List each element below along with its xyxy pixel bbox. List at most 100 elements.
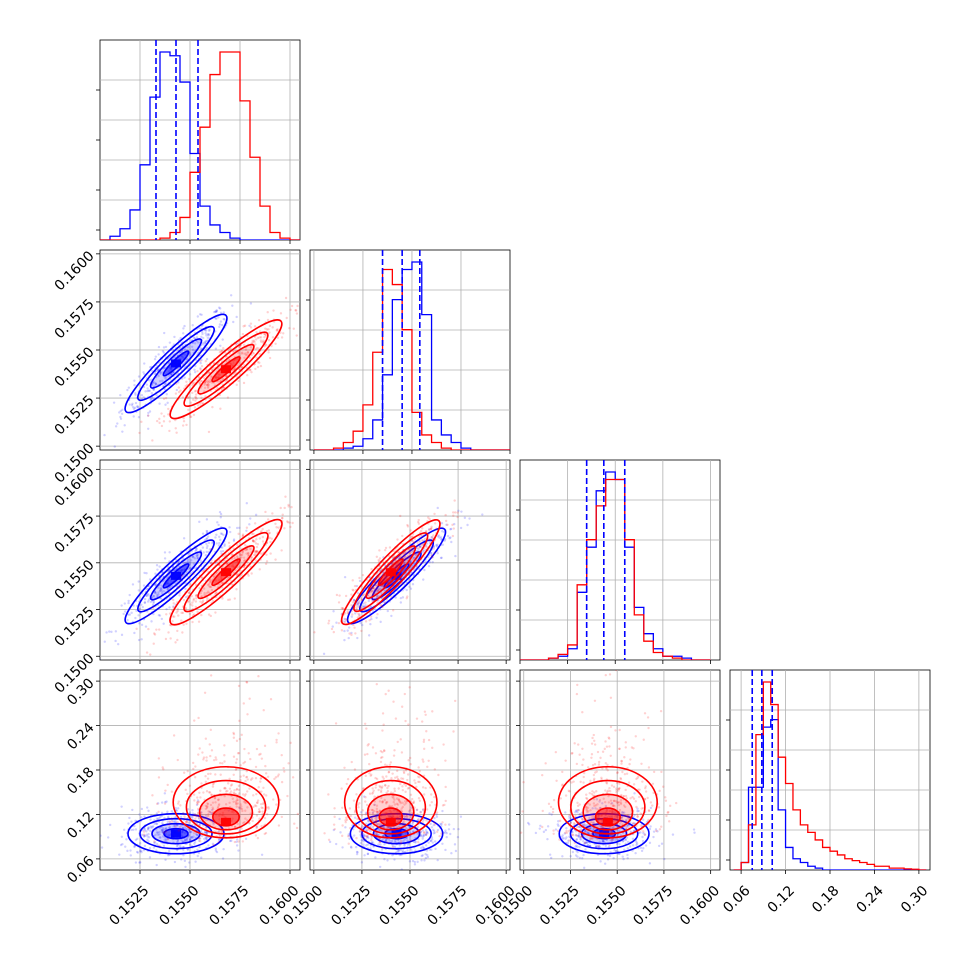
scatter-point-blue	[245, 529, 248, 533]
scatter-point-red	[231, 797, 235, 800]
scatter-point-red	[267, 328, 270, 331]
scatter-point-blue	[215, 542, 218, 545]
scatter-point-red	[233, 556, 236, 560]
scatter-point-red	[217, 804, 220, 807]
scatter-point-red	[396, 834, 399, 837]
scatter-point-red	[267, 339, 271, 342]
scatter-point-blue	[421, 845, 424, 849]
scatter-point-red	[142, 830, 146, 833]
scatter-point-blue	[142, 371, 145, 374]
scatter-point-red	[155, 419, 159, 423]
scatter-point-red	[276, 775, 280, 778]
scatter-point-red	[422, 747, 426, 751]
scatter-point-blue	[147, 836, 151, 839]
scatter-point-red	[337, 601, 341, 604]
scatter-point-blue	[440, 556, 443, 559]
scatter-point-red	[261, 340, 265, 344]
scatter-point-red	[248, 697, 251, 700]
scatter-point-red	[168, 623, 172, 627]
scatter-point-red	[274, 776, 278, 779]
scatter-point-red	[194, 594, 198, 598]
scatter-point-red	[456, 511, 459, 514]
scatter-point-red	[364, 601, 367, 604]
scatter-point-blue	[164, 377, 167, 380]
scatter-point-red	[239, 775, 242, 778]
scatter-point-red	[408, 686, 411, 689]
scatter-point-blue	[598, 840, 601, 843]
scatter-point-blue	[108, 630, 111, 633]
scatter-point-red	[429, 786, 432, 789]
scatter-point-red	[398, 800, 401, 803]
scatter-point-blue	[185, 839, 188, 842]
scatter-point-red	[420, 561, 424, 564]
density-peak-red	[221, 365, 231, 374]
scatter-point-blue	[105, 631, 108, 634]
scatter-point-blue	[371, 811, 375, 814]
scatter-point-red	[277, 526, 280, 529]
scatter-point-red	[177, 614, 180, 617]
scatter-point-red	[280, 753, 283, 757]
scatter-point-blue	[145, 572, 148, 575]
scatter-point-red	[182, 598, 186, 602]
scatter-point-red	[160, 412, 163, 415]
scatter-point-blue	[137, 614, 140, 617]
scatter-point-blue	[625, 818, 628, 822]
scatter-point-blue	[161, 571, 164, 574]
scatter-point-red	[294, 309, 298, 312]
scatter-point-red	[407, 577, 411, 581]
scatter-point-blue	[163, 838, 166, 841]
scatter-point-red	[236, 543, 239, 547]
scatter-point-blue	[163, 551, 167, 554]
scatter-point-red	[371, 792, 374, 795]
scatter-point-blue	[159, 380, 162, 383]
scatter-point-blue	[436, 858, 439, 862]
y-tick-label: 0.1575	[52, 296, 98, 342]
scatter-point-red	[241, 551, 244, 554]
scatter-point-red	[204, 737, 208, 740]
scatter-point-red	[422, 738, 426, 741]
scatter-point-blue	[356, 851, 359, 854]
scatter-point-blue	[151, 397, 154, 400]
scatter-point-red	[208, 585, 211, 588]
scatter-point-blue	[192, 835, 195, 838]
scatter-point-red	[152, 606, 155, 609]
scatter-point-red	[206, 802, 210, 806]
scatter-point-red	[225, 562, 228, 565]
scatter-point-blue	[160, 587, 163, 590]
scatter-point-red	[379, 785, 382, 789]
scatter-point-red	[249, 368, 252, 372]
scatter-point-blue	[122, 828, 126, 832]
scatter-point-red	[243, 794, 247, 797]
scatter-point-blue	[603, 862, 607, 865]
scatter-point-red	[264, 510, 267, 514]
scatter-point-blue	[202, 343, 205, 346]
panel-2-1	[306, 459, 511, 664]
scatter-point-blue	[195, 547, 198, 550]
scatter-point-red	[194, 396, 197, 399]
scatter-point-red	[227, 541, 231, 545]
scatter-point-blue	[356, 602, 359, 605]
scatter-point-red	[214, 756, 217, 759]
scatter-point-blue	[215, 533, 218, 537]
scatter-point-blue	[205, 529, 208, 533]
scatter-point-red	[237, 806, 241, 809]
scatter-point-red	[398, 632, 400, 634]
scatter-point-red	[194, 600, 198, 603]
scatter-point-blue	[598, 800, 601, 803]
scatter-point-blue	[165, 607, 168, 611]
contour-red	[198, 793, 254, 831]
scatter-point-blue	[352, 598, 356, 602]
scatter-point-blue	[166, 820, 169, 823]
scatter-point-red	[420, 539, 424, 542]
scatter-point-blue	[159, 587, 162, 590]
scatter-point-red	[242, 325, 245, 328]
scatter-point-red	[187, 601, 190, 604]
scatter-point-blue	[634, 851, 637, 855]
scatter-point-blue	[350, 615, 354, 618]
scatter-point-blue	[173, 860, 177, 864]
scatter-point-red	[182, 623, 185, 626]
scatter-point-red	[378, 809, 382, 813]
scatter-point-red	[405, 597, 408, 600]
scatter-point-red	[287, 503, 290, 507]
scatter-point-red	[368, 762, 371, 766]
